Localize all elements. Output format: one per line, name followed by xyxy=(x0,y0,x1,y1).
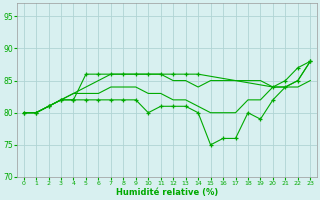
X-axis label: Humidité relative (%): Humidité relative (%) xyxy=(116,188,218,197)
